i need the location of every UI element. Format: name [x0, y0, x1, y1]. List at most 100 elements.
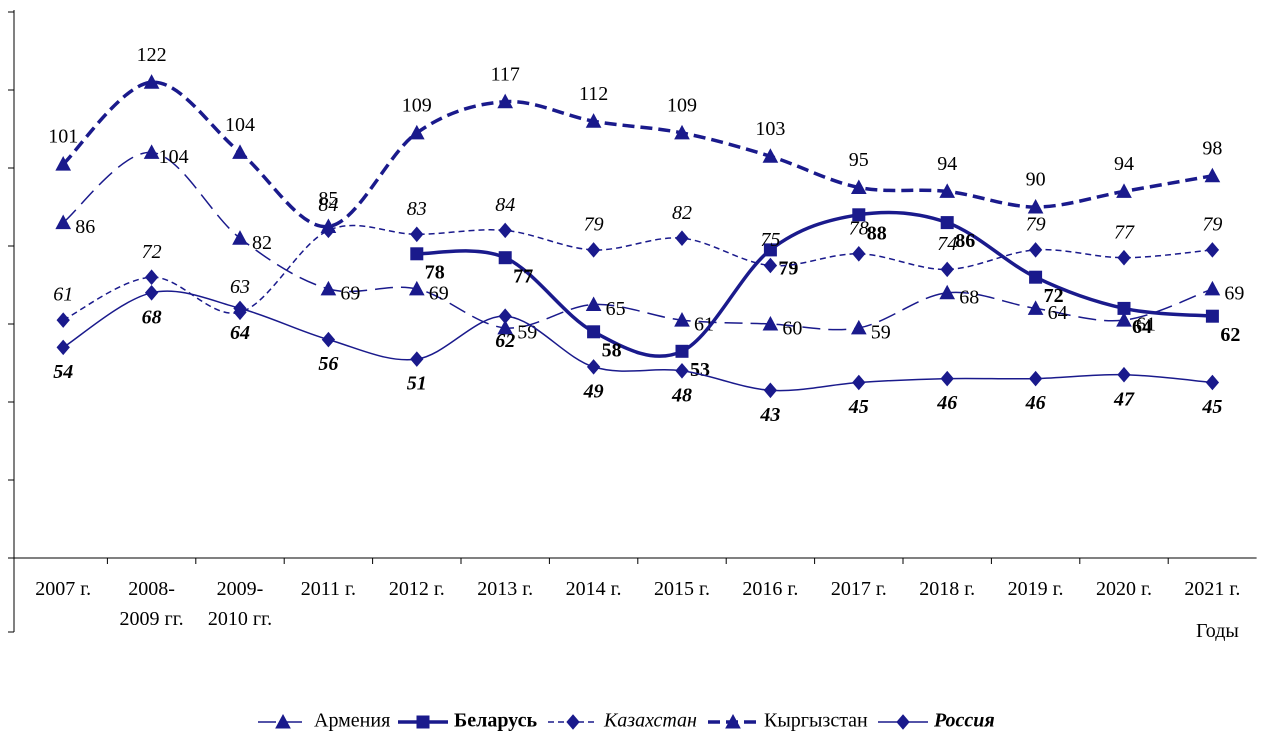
- data-label: 53: [690, 359, 710, 381]
- data-label: 47: [1113, 388, 1135, 410]
- marker: [56, 312, 70, 328]
- marker: [498, 308, 512, 324]
- data-label: 48: [671, 384, 692, 406]
- data-label: 74: [937, 233, 957, 255]
- legend-label: Кыргызстан: [764, 710, 868, 732]
- data-label: 86: [75, 216, 95, 238]
- marker: [585, 296, 602, 311]
- marker: [940, 216, 954, 230]
- data-label: 122: [137, 44, 167, 66]
- x-tick-label: 2017 г.: [830, 578, 887, 600]
- marker: [1117, 249, 1131, 266]
- marker: [940, 370, 954, 387]
- marker: [674, 124, 690, 140]
- data-label: 49: [583, 380, 604, 402]
- marker: [1205, 374, 1220, 391]
- data-label: 90: [1026, 169, 1046, 191]
- data-label: 64: [1132, 316, 1152, 338]
- marker: [939, 284, 956, 300]
- data-label: 98: [1202, 137, 1222, 159]
- x-tick-label: 2013 г.: [477, 578, 534, 600]
- data-label: 109: [402, 94, 432, 116]
- marker: [498, 251, 512, 265]
- data-label: 51: [407, 373, 427, 395]
- marker: [762, 148, 779, 163]
- data-label: 62: [1220, 324, 1240, 346]
- legend-label: Казахстан: [603, 710, 697, 732]
- x-axis-title: Годы: [1196, 620, 1239, 642]
- series-line: [416, 210, 1213, 358]
- marker: [852, 374, 866, 391]
- data-label: 45: [1201, 396, 1222, 418]
- x-tick-label: 2012 г.: [388, 578, 445, 600]
- data-label: 65: [606, 298, 626, 320]
- marker: [675, 230, 689, 246]
- data-label: 112: [579, 83, 608, 105]
- marker: [586, 242, 601, 258]
- marker: [144, 285, 159, 301]
- data-label: 72: [142, 241, 162, 263]
- legend: Армения Беларусь Казахстан Кыргызстан Россия: [258, 710, 995, 732]
- data-label: 61: [694, 314, 714, 336]
- marker: [410, 351, 424, 367]
- marker: [896, 714, 910, 730]
- x-tick-label: 2009- 2010 гг.: [207, 578, 273, 630]
- data-label: 104: [159, 146, 189, 168]
- marker: [416, 715, 430, 729]
- marker: [1204, 280, 1221, 296]
- data-label: 79: [584, 213, 604, 235]
- data-label: 82: [252, 232, 272, 254]
- marker: [852, 246, 866, 262]
- marker: [939, 183, 956, 198]
- marker: [1117, 366, 1131, 383]
- data-label: 69: [340, 282, 360, 304]
- data-label: 68: [959, 286, 979, 308]
- marker: [1027, 300, 1044, 315]
- marker: [320, 218, 337, 233]
- marker: [763, 243, 777, 257]
- data-label: 61: [53, 284, 73, 306]
- marker: [410, 247, 424, 261]
- data-label: 59: [517, 321, 537, 343]
- data-label: 62: [495, 330, 515, 352]
- data-label: 46: [1025, 392, 1046, 414]
- data-label: 78: [849, 217, 869, 239]
- data-label: 46: [936, 392, 957, 414]
- data-label: 63: [230, 276, 250, 298]
- series-line: [62, 224, 1213, 321]
- marker: [497, 319, 514, 335]
- data-label: 84: [318, 194, 338, 216]
- x-tick-label: 2019 г.: [1007, 578, 1064, 600]
- marker: [1205, 309, 1219, 323]
- data-label: 103: [755, 118, 785, 140]
- marker: [762, 315, 779, 331]
- marker: [675, 363, 689, 379]
- data-label: 58: [602, 339, 622, 361]
- data-label: 69: [1224, 282, 1244, 304]
- marker: [55, 214, 72, 230]
- marker: [763, 257, 778, 274]
- data-label: 117: [491, 63, 520, 85]
- data-label: 64: [230, 322, 250, 344]
- marker: [850, 179, 867, 194]
- marker: [56, 339, 70, 356]
- data-label: 79: [1026, 213, 1046, 235]
- data-label: 43: [759, 404, 780, 426]
- data-label: 75: [760, 229, 780, 251]
- legend-label: Беларусь: [454, 710, 537, 732]
- data-label: 68: [142, 306, 162, 328]
- marker: [143, 74, 160, 89]
- marker: [408, 124, 425, 140]
- data-label: 45: [848, 396, 869, 418]
- data-label: 82: [672, 202, 692, 224]
- marker: [275, 713, 291, 729]
- data-label: 84: [495, 194, 515, 216]
- data-label: 64: [1048, 302, 1068, 324]
- data-label: 101: [48, 126, 78, 148]
- x-tick-label: 2014 г.: [565, 578, 622, 600]
- marker: [1028, 242, 1043, 258]
- marker: [566, 714, 580, 730]
- data-label: 85: [318, 188, 338, 210]
- data-label: 79: [1202, 213, 1222, 235]
